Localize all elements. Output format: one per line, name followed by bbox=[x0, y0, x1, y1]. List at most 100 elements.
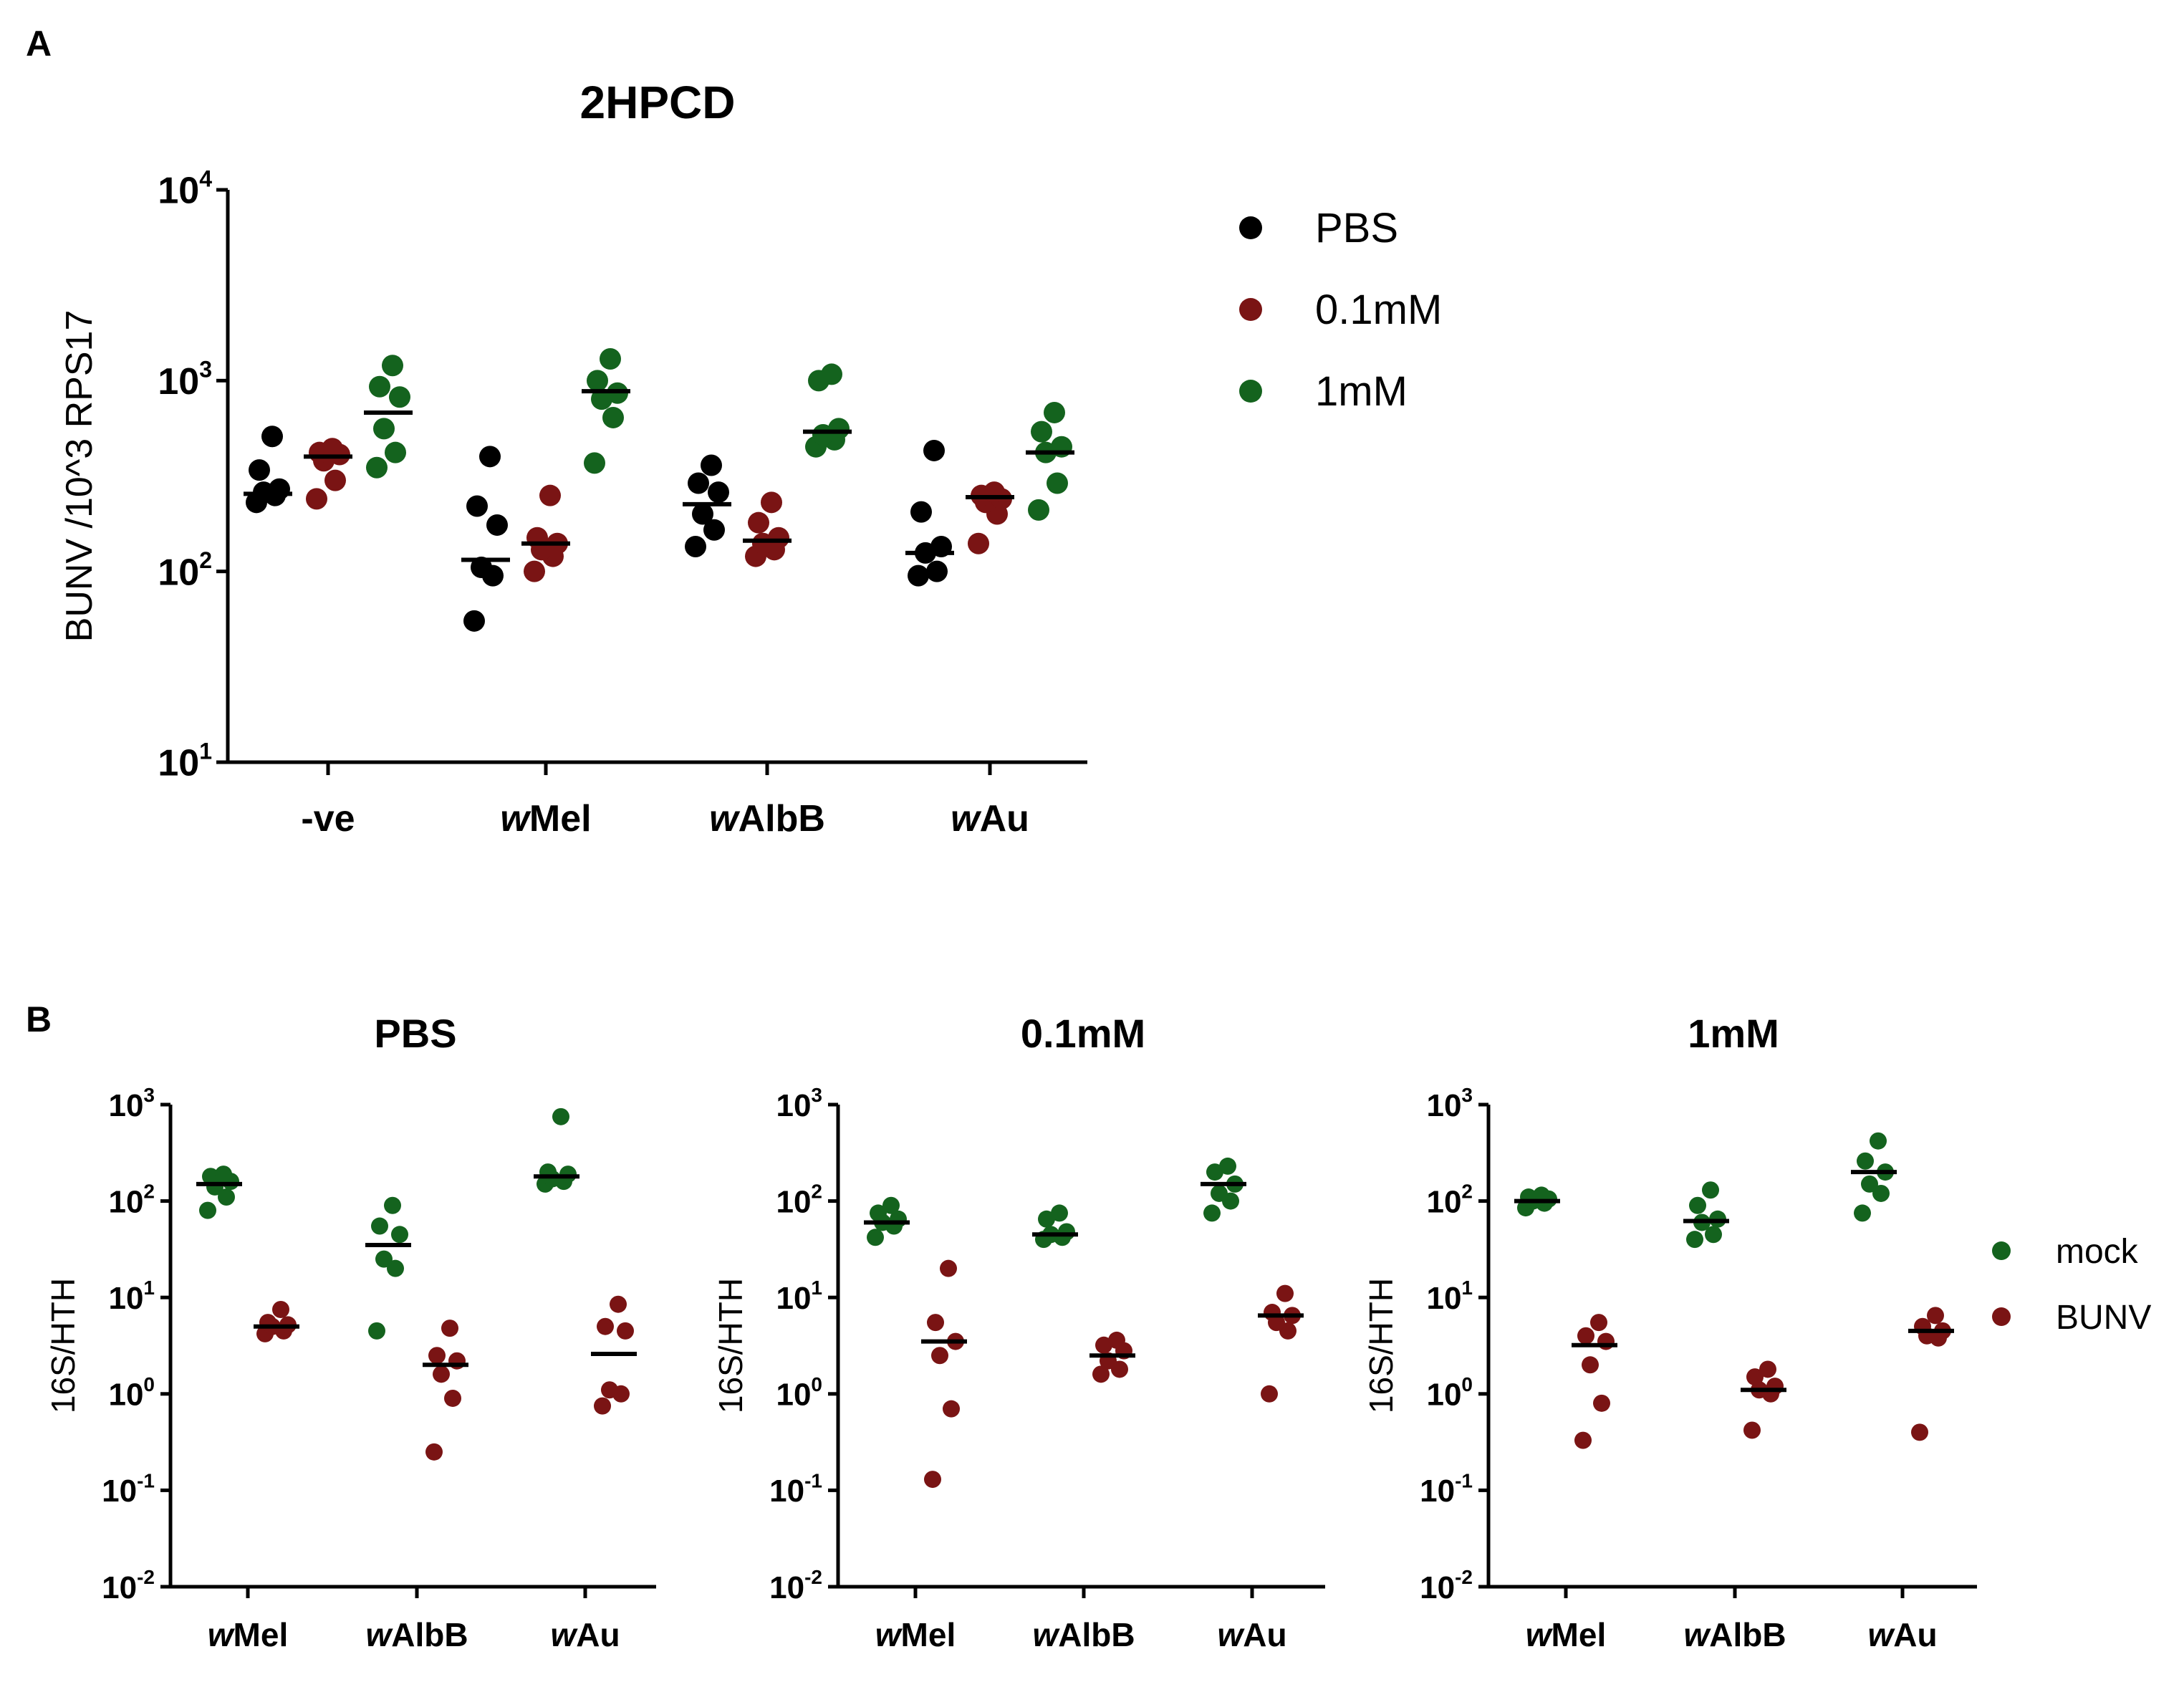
data-point bbox=[486, 514, 508, 536]
data-point bbox=[1276, 1284, 1294, 1302]
y-tick-label: 102 bbox=[776, 1181, 822, 1220]
y-axis-label: 16S/HTH bbox=[1362, 1278, 1400, 1413]
data-point bbox=[1044, 401, 1065, 423]
data-point bbox=[269, 478, 290, 500]
legend-label: PBS bbox=[1315, 205, 1398, 251]
data-point bbox=[594, 1397, 611, 1415]
x-tick-label: -ve bbox=[301, 798, 355, 840]
data-point bbox=[940, 1259, 957, 1277]
data-point bbox=[1095, 1336, 1112, 1354]
data-point bbox=[368, 1322, 385, 1340]
data-point bbox=[1582, 1356, 1599, 1374]
y-tick-label: 103 bbox=[1426, 1084, 1473, 1123]
data-point bbox=[425, 1443, 443, 1461]
y-tick-label: 103 bbox=[108, 1084, 155, 1123]
panel-label-a: A bbox=[26, 24, 52, 64]
data-point bbox=[1211, 1184, 1228, 1202]
legend-marker bbox=[1992, 1241, 2011, 1260]
data-point bbox=[584, 452, 605, 474]
y-tick-label: 10-1 bbox=[769, 1469, 822, 1509]
data-point bbox=[1261, 1385, 1278, 1403]
data-point bbox=[1857, 1152, 1874, 1170]
data-point bbox=[617, 1322, 634, 1340]
data-point bbox=[384, 1196, 401, 1214]
legend-marker bbox=[1239, 216, 1262, 239]
data-point bbox=[385, 441, 406, 463]
y-tick-label: 101 bbox=[776, 1277, 822, 1316]
data-point bbox=[1590, 1314, 1607, 1332]
data-point bbox=[391, 1226, 408, 1244]
x-tick-label: wMel bbox=[500, 798, 591, 840]
data-point bbox=[389, 386, 410, 408]
legend-item: BUNV bbox=[1992, 1299, 2151, 1337]
y-tick-label: 100 bbox=[108, 1373, 155, 1413]
panel-label-b: B bbox=[26, 999, 52, 1039]
data-point bbox=[927, 1314, 944, 1332]
data-point bbox=[466, 495, 488, 517]
data-point bbox=[688, 472, 709, 494]
data-point bbox=[373, 418, 395, 440]
data-point bbox=[1574, 1431, 1592, 1449]
x-tick-label: wAlbB bbox=[1683, 1616, 1786, 1653]
legend-label: mock bbox=[2056, 1233, 2139, 1271]
data-point bbox=[1047, 472, 1068, 494]
legend-label: BUNV bbox=[2056, 1299, 2151, 1337]
data-point bbox=[479, 446, 501, 468]
data-point bbox=[1689, 1196, 1706, 1214]
data-point bbox=[931, 1347, 948, 1365]
y-tick-label: 102 bbox=[158, 547, 212, 593]
data-point bbox=[908, 564, 929, 587]
data-point bbox=[870, 1204, 887, 1222]
legend-marker bbox=[1239, 380, 1262, 403]
data-point bbox=[1264, 1304, 1281, 1322]
data-point bbox=[199, 1201, 216, 1219]
y-tick-label: 100 bbox=[776, 1373, 822, 1413]
legend-label: 1mM bbox=[1315, 368, 1408, 415]
y-tick-label: 101 bbox=[108, 1277, 155, 1316]
data-point bbox=[1766, 1378, 1784, 1395]
data-point bbox=[371, 1217, 388, 1235]
y-tick-label: 103 bbox=[776, 1084, 822, 1123]
x-tick-label: wAlbB bbox=[365, 1616, 468, 1653]
legend-marker bbox=[1239, 298, 1262, 321]
data-point bbox=[471, 557, 492, 579]
y-tick-label: 101 bbox=[1426, 1277, 1473, 1316]
data-point bbox=[272, 1301, 289, 1319]
data-point bbox=[524, 560, 545, 582]
legend-marker bbox=[1992, 1307, 2011, 1326]
y-tick-label: 10-2 bbox=[769, 1566, 822, 1605]
data-point bbox=[768, 527, 789, 549]
data-point bbox=[708, 481, 729, 504]
data-point bbox=[1108, 1331, 1125, 1349]
data-point bbox=[218, 1188, 235, 1206]
legend-item: 1mM bbox=[1239, 368, 1408, 415]
y-tick-label: 100 bbox=[1426, 1373, 1473, 1413]
data-point bbox=[748, 511, 769, 534]
data-point bbox=[1702, 1181, 1719, 1199]
data-point bbox=[1759, 1360, 1776, 1378]
y-axis-label: BUNV /10^3 RPS17 bbox=[59, 310, 100, 643]
y-axis-label: 16S/HTH bbox=[44, 1278, 82, 1413]
data-point bbox=[1705, 1226, 1722, 1244]
y-tick-label: 10-1 bbox=[102, 1469, 155, 1509]
data-point bbox=[1911, 1423, 1928, 1441]
x-tick-label: wAu bbox=[1217, 1616, 1286, 1653]
data-point bbox=[1861, 1175, 1878, 1193]
y-tick-label: 104 bbox=[158, 165, 212, 211]
y-tick-label: 10-2 bbox=[102, 1566, 155, 1605]
data-point bbox=[433, 1365, 450, 1383]
y-tick-label: 102 bbox=[108, 1181, 155, 1220]
data-point bbox=[923, 439, 945, 461]
chart-b-1mm: 1mM 16S/HTH 10-2 10-1 100 101 102 103 wMel wAlbB w… bbox=[1362, 1011, 1977, 1653]
data-point bbox=[1038, 1210, 1055, 1228]
y-tick-label: 101 bbox=[158, 738, 212, 784]
data-point bbox=[1203, 1204, 1221, 1222]
chart-b-pbs: PBS 16S/HTH 10-2 10-1 100 101 102 103 wMel wAlbB w… bbox=[44, 1011, 656, 1653]
data-point bbox=[382, 355, 403, 377]
data-point bbox=[1872, 1184, 1890, 1202]
data-point bbox=[587, 370, 608, 392]
chart-b-0.1mm: 0.1mM 16S/HTH 10-2 10-1 100 101 102 103 wMel wAlb… bbox=[712, 1011, 1325, 1653]
x-tick-label: wMel bbox=[208, 1616, 288, 1653]
data-point bbox=[369, 375, 390, 398]
